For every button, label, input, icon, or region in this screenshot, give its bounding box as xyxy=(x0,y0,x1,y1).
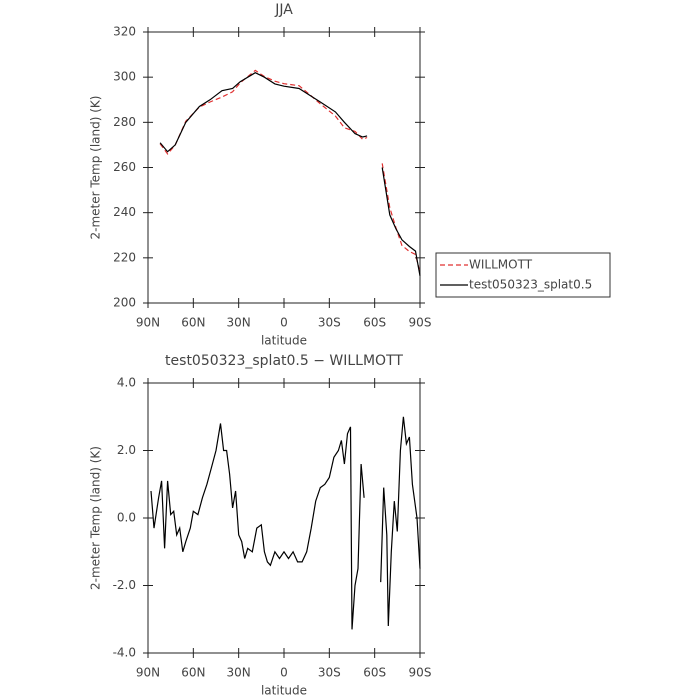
x-tick-label: 30S xyxy=(318,666,341,680)
x-tick-label: 60N xyxy=(181,316,205,330)
y-tick-label: -4.0 xyxy=(113,646,136,660)
data-line xyxy=(159,72,421,277)
y-tick-label: 200 xyxy=(113,296,136,310)
x-tick-label: 90S xyxy=(409,666,432,680)
x-tick-label: 60S xyxy=(363,316,386,330)
y-tick-label: 240 xyxy=(113,205,136,219)
y-tick-label: 320 xyxy=(113,25,136,39)
y-tick-label: 220 xyxy=(113,250,136,264)
plot-frame xyxy=(147,382,421,654)
y-tick-label: 260 xyxy=(113,160,136,174)
x-tick-label: 60N xyxy=(181,666,205,680)
x-tick-label: 30N xyxy=(227,666,251,680)
y-tick-label: 2.0 xyxy=(117,443,136,457)
y-axis-label: 2-meter Temp (land) (K) xyxy=(89,446,103,590)
y-tick-label: -2.0 xyxy=(113,578,136,592)
x-tick-label: 30S xyxy=(318,316,341,330)
x-tick-label: 0 xyxy=(280,666,288,680)
x-tick-label: 0 xyxy=(280,316,288,330)
chart-title: test050323_splat0.5 − WILLMOTT xyxy=(165,353,403,369)
x-axis-label: latitude xyxy=(261,684,307,698)
x-tick-label: 90N xyxy=(136,666,160,680)
data-line xyxy=(150,416,421,630)
legend-label: test050323_splat0.5 xyxy=(469,278,592,292)
y-axis-label: 2-meter Temp (land) (K) xyxy=(89,96,103,240)
y-tick-label: 0.0 xyxy=(117,511,136,525)
x-tick-label: 30N xyxy=(227,316,251,330)
y-tick-label: 300 xyxy=(113,70,136,84)
x-tick-label: 90N xyxy=(136,316,160,330)
plot-frame xyxy=(147,31,421,304)
data-line xyxy=(159,69,421,273)
y-tick-label: 4.0 xyxy=(117,376,136,390)
legend-label: WILLMOTT xyxy=(469,258,533,272)
legend-box xyxy=(435,252,611,298)
x-tick-label: 60S xyxy=(363,666,386,680)
x-tick-label: 90S xyxy=(409,316,432,330)
x-axis-label: latitude xyxy=(261,334,307,348)
y-tick-label: 280 xyxy=(113,115,136,129)
chart-title: JJA xyxy=(274,2,293,18)
